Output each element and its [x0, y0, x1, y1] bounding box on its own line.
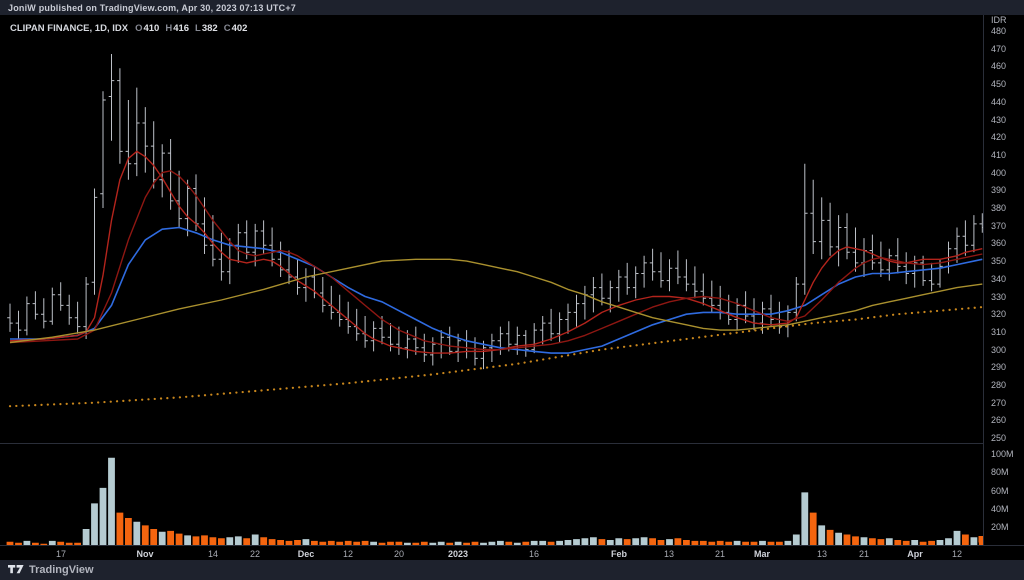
volume-axis-marker — [978, 536, 983, 543]
price-tick-label: 450 — [991, 79, 1007, 89]
ohlc-pair-c: C 402 — [224, 23, 248, 34]
price-tick-label: 300 — [991, 345, 1007, 355]
time-label-minor: 17 — [55, 549, 67, 559]
symbol-legend[interactable]: CLIPAN FINANCE, 1D, IDX O 410 H 416 L 382 C 402 — [10, 22, 247, 34]
time-label-major: Nov — [136, 549, 154, 559]
ohlc-letter: H — [165, 22, 173, 34]
ma-blue — [10, 226, 983, 354]
ohlc-pair-h: H 416 — [165, 23, 189, 34]
price-tick-label: 430 — [991, 115, 1007, 125]
ohlc-pair-l: L 382 — [195, 23, 218, 34]
ma-red-fast — [9, 150, 983, 354]
time-label-major: Apr — [907, 549, 923, 559]
price-tick-label: 250 — [991, 433, 1007, 443]
price-tick-label: 350 — [991, 256, 1007, 266]
time-label-minor: 13 — [816, 549, 828, 559]
price-tick-label: 380 — [991, 203, 1007, 213]
time-label-minor: 22 — [249, 549, 261, 559]
price-tick-label: 360 — [991, 238, 1007, 248]
ohlc-letter: C — [223, 22, 231, 34]
price-tick-label: 260 — [991, 415, 1007, 425]
price-tick-label: 460 — [991, 61, 1007, 71]
ohlc-value: 402 — [231, 22, 248, 34]
price-tick-label: 470 — [991, 44, 1007, 54]
volume-tick-label: 40M — [991, 504, 1009, 514]
time-label-major: Dec — [297, 549, 315, 559]
price-tick-label: 390 — [991, 185, 1007, 195]
price-tick-label: 410 — [991, 150, 1007, 160]
ohlc-pair-o: O 410 — [135, 23, 159, 34]
price-tick-label: 370 — [991, 221, 1007, 231]
pane-separator[interactable] — [0, 443, 1024, 444]
ohlc-letter: O — [135, 22, 143, 34]
time-label-minor: 21 — [858, 549, 870, 559]
footer-bar: TradingView — [0, 560, 1024, 580]
price-axis[interactable]: IDR 480 470 460 450 440 430 420 410 400 390 380 370… — [983, 15, 1024, 560]
ohlc-value: 410 — [143, 22, 160, 34]
volume-tick-label: 80M — [991, 467, 1009, 477]
price-tick-label: 400 — [991, 168, 1007, 178]
price-tick-label: 440 — [991, 97, 1007, 107]
published-text: JoniW published on TradingView.com, Apr … — [8, 2, 296, 13]
ohlc-values: O 410 H 416 L 382 C 402 — [135, 23, 247, 34]
price-tick-label: 280 — [991, 380, 1007, 390]
ma-yellow — [9, 258, 983, 344]
ohlc-letter: L — [195, 22, 201, 34]
tradingview-logo-icon[interactable] — [8, 564, 24, 576]
published-banner: JoniW published on TradingView.com, Apr … — [0, 0, 1024, 15]
volume-tick-label: 60M — [991, 486, 1009, 496]
price-tick-label: 320 — [991, 309, 1007, 319]
volume-tick-label: 20M — [991, 522, 1009, 532]
price-tick-label: 330 — [991, 292, 1007, 302]
ohlc-bars — [7, 54, 983, 370]
price-tick-label: 290 — [991, 362, 1007, 372]
symbol-title: CLIPAN FINANCE, 1D, IDX — [10, 22, 129, 34]
ma-red-slow — [9, 170, 983, 351]
time-label-minor: 12 — [951, 549, 963, 559]
price-tick-label: 340 — [991, 274, 1007, 284]
time-label-minor: 16 — [528, 549, 540, 559]
time-label-minor: 13 — [663, 549, 675, 559]
price-tick-label: 310 — [991, 327, 1007, 337]
ohlc-value: 416 — [173, 22, 190, 34]
time-label-minor: 12 — [342, 549, 354, 559]
ma-dotted — [8, 306, 983, 408]
volume-tick-label: 100M — [991, 449, 1014, 459]
time-label-major: 2023 — [447, 549, 469, 559]
volume-bars-up — [23, 457, 978, 546]
price-tick-label: 270 — [991, 398, 1007, 408]
time-axis[interactable]: 17 Nov 14 22 Dec 12 20 2023 16 Feb 13 21 Mar 13 21 Apr 1… — [0, 545, 1024, 560]
currency-label: IDR — [991, 15, 1007, 25]
price-tick-label: 480 — [991, 26, 1007, 36]
price-tick-label: 420 — [991, 132, 1007, 142]
time-label-minor: 20 — [393, 549, 405, 559]
time-label-major: Mar — [753, 549, 771, 559]
time-label-major: Feb — [610, 549, 628, 559]
time-label-minor: 14 — [207, 549, 219, 559]
time-label-minor: 21 — [714, 549, 726, 559]
footer-brand[interactable]: TradingView — [29, 564, 94, 576]
ohlc-value: 382 — [201, 22, 218, 34]
